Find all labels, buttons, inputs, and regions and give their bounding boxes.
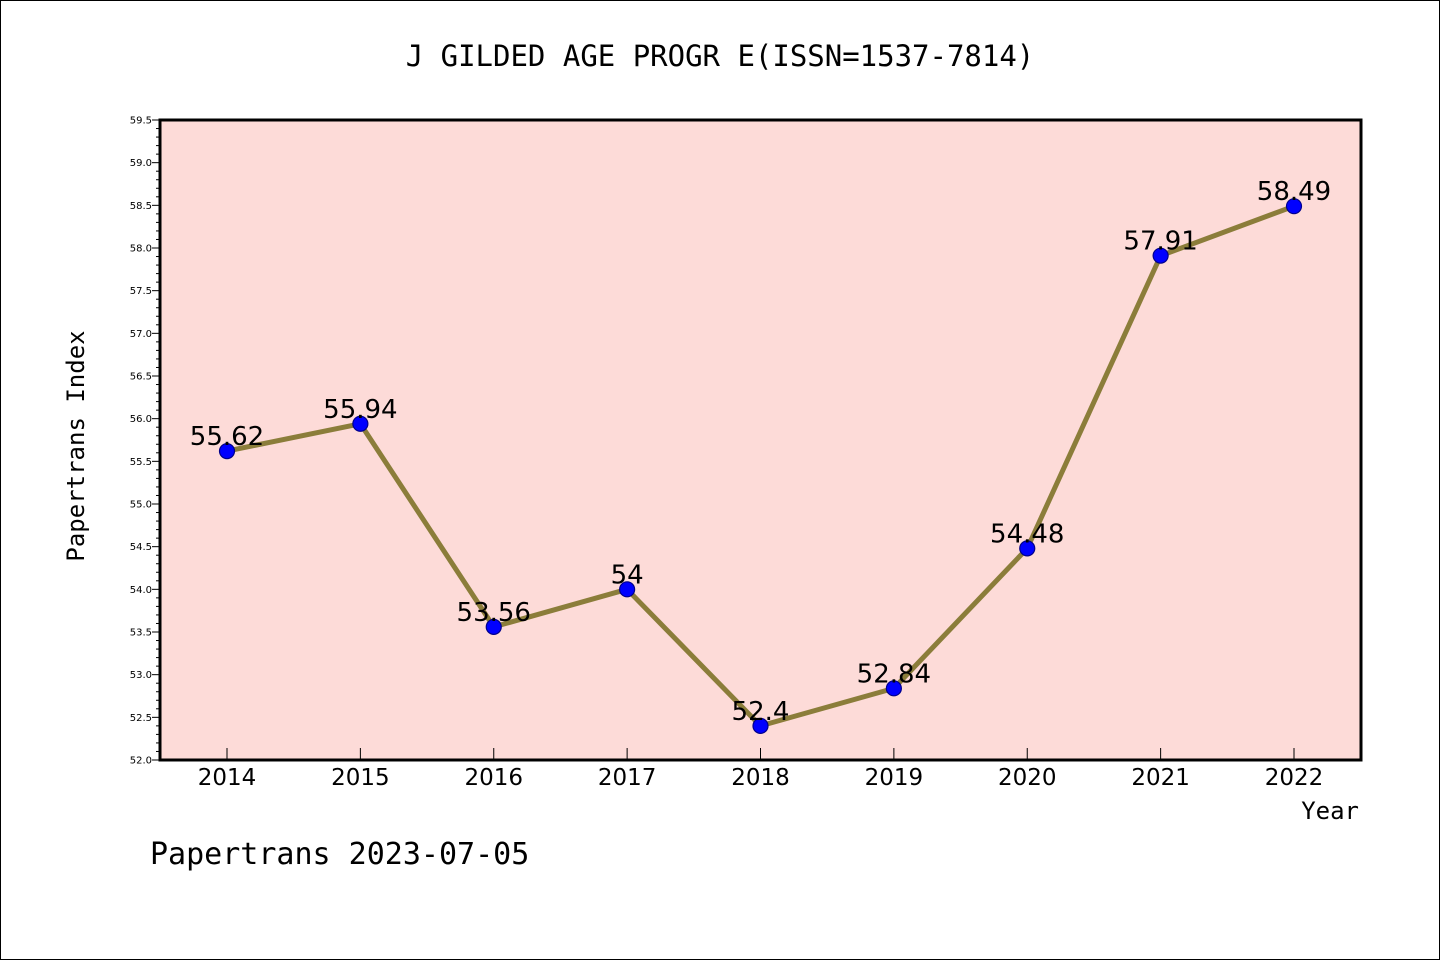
data-point <box>1019 540 1036 557</box>
data-point <box>352 415 369 432</box>
plot-border <box>158 118 1363 762</box>
y-tick-label: 57.5 <box>130 286 152 297</box>
data-point <box>1152 247 1169 264</box>
x-tick-label: 2016 <box>464 765 523 791</box>
x-tick-label: 2020 <box>998 765 1057 791</box>
data-point <box>218 442 236 460</box>
series-layer <box>218 198 1303 734</box>
y-tick-label: 52.0 <box>130 756 152 767</box>
x-tick-label: 2018 <box>731 765 790 791</box>
x-tick-label: 2021 <box>1131 765 1190 791</box>
y-tick-label: 54.5 <box>130 542 152 553</box>
y-axis-ticks: 52.0 52.5 53.0 53.5 54.0 54.5 55.0 55.5 56.0 56.5… <box>130 116 160 767</box>
y-tick-label: 53.5 <box>130 628 152 639</box>
y-tick-label: 56.0 <box>130 414 152 425</box>
footer-date: Papertrans 2023-07-05 <box>150 837 529 872</box>
y-tick-label: 57.0 <box>130 329 152 340</box>
data-labels: 55.62 55.94 53.56 54 52.4 52.84 54.48 57.91 58.4… <box>190 177 1331 727</box>
x-axis-title: Year <box>1301 797 1359 825</box>
data-label: 52.84 <box>857 659 931 689</box>
data-point <box>485 618 502 635</box>
data-point <box>885 680 902 697</box>
y-tick-label: 59.0 <box>130 158 152 169</box>
x-tick-label: 2019 <box>865 765 924 791</box>
data-label: 52.4 <box>732 697 790 727</box>
data-point <box>752 717 769 734</box>
y-tick-label: 53.0 <box>130 670 152 681</box>
x-tick-label: 2022 <box>1265 765 1324 791</box>
x-axis-ticks: 2014 2015 2016 2017 2018 2019 2020 2021 2022 <box>198 748 1324 791</box>
data-point <box>1285 198 1303 215</box>
y-tick-label: 55.0 <box>130 500 152 511</box>
y-tick-label: 59.5 <box>130 116 152 127</box>
y-tick-label: 56.5 <box>130 372 152 383</box>
data-label: 55.94 <box>323 395 397 425</box>
data-label: 58.49 <box>1257 177 1331 207</box>
data-label: 54.48 <box>990 519 1064 549</box>
x-tick-label: 2017 <box>598 765 657 791</box>
chart-title: J GILDED AGE PROGR E(ISSN=1537-7814) <box>406 39 1035 73</box>
data-label: 53.56 <box>457 598 531 628</box>
data-point <box>619 581 636 598</box>
data-label: 57.91 <box>1123 227 1197 257</box>
x-tick-label: 2015 <box>331 765 390 791</box>
y-tick-label: 54.0 <box>130 585 152 596</box>
y-tick-label: 52.5 <box>130 713 152 724</box>
data-label: 54 <box>611 560 644 590</box>
y-tick-label: 58.0 <box>130 244 152 255</box>
x-tick-label: 2014 <box>198 765 257 791</box>
plot-area <box>160 120 1361 760</box>
y-axis-title: Papertrans Index <box>62 330 90 561</box>
y-tick-label: 58.5 <box>130 201 152 212</box>
data-label: 55.62 <box>190 422 264 452</box>
y-tick-label: 55.5 <box>130 457 152 468</box>
